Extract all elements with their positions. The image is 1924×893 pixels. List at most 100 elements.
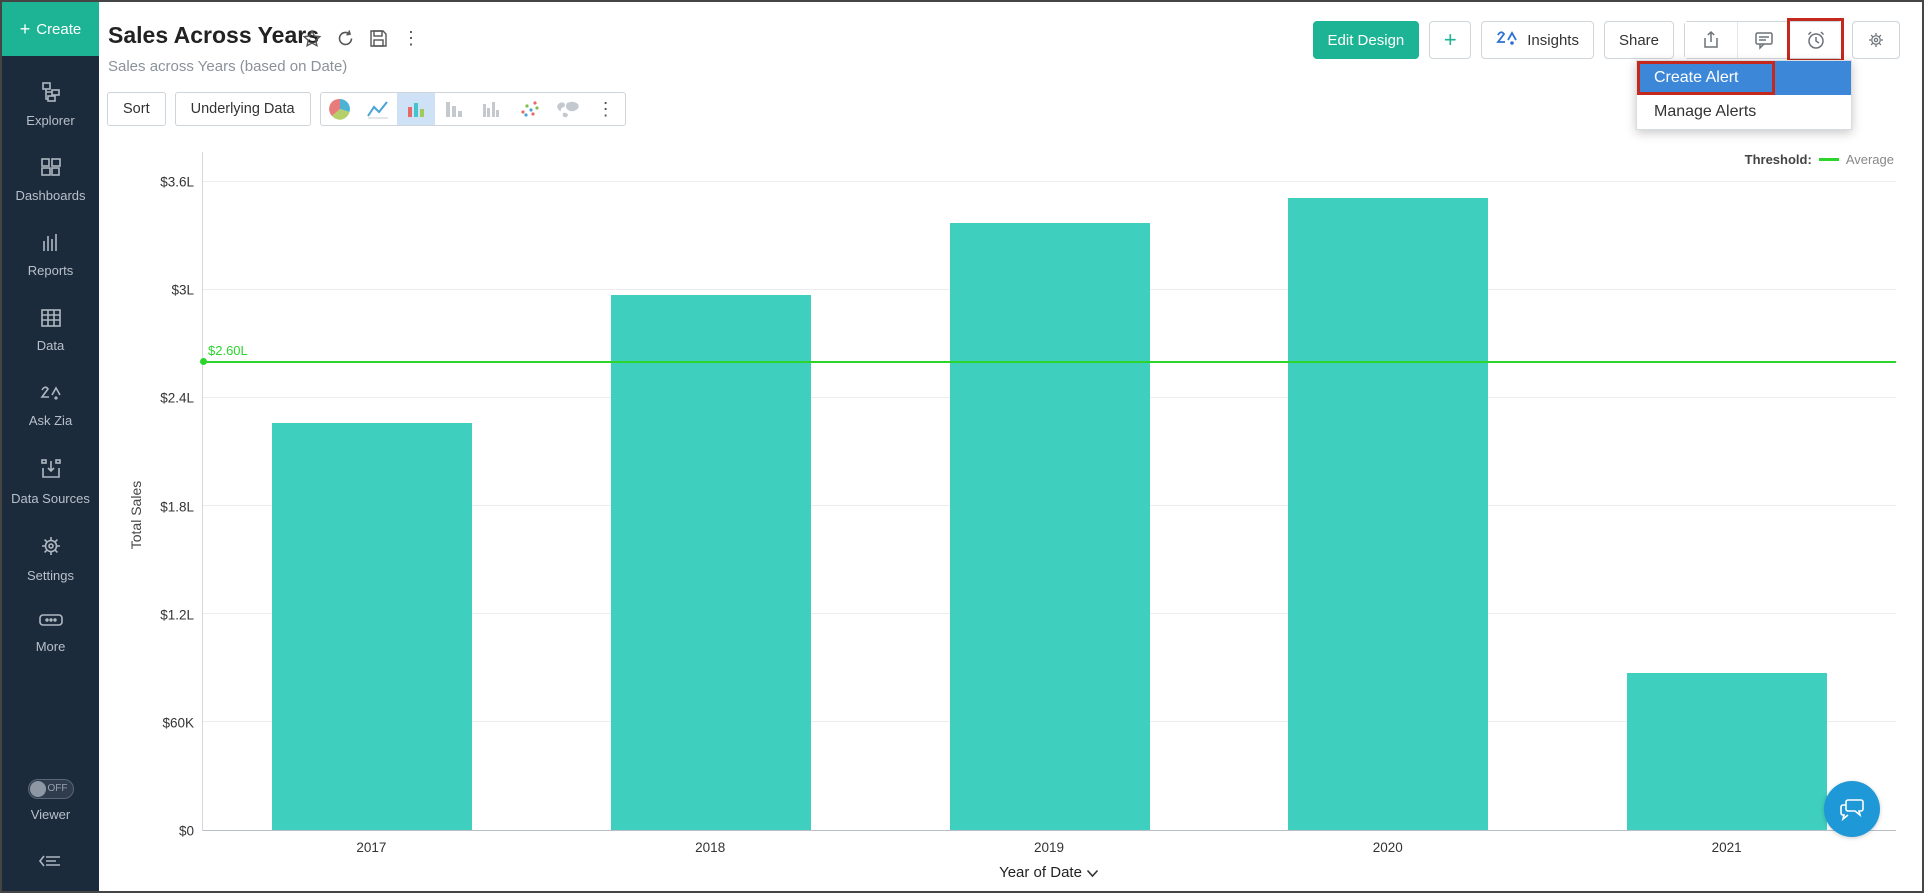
- y-tick-label: $2.4L: [160, 390, 194, 406]
- gear-icon: [40, 535, 62, 561]
- line-chart-icon: [366, 101, 388, 119]
- sidebar-item-reports[interactable]: Reports: [2, 232, 99, 278]
- reports-bars-icon: [40, 232, 62, 256]
- manage-alerts-label: Manage Alerts: [1654, 103, 1757, 120]
- report-tools-group: [1684, 18, 1844, 62]
- y-tick-label: $3.6L: [160, 174, 194, 190]
- sidebar-item-label: Reports: [27, 262, 74, 278]
- gridline: [203, 181, 1896, 182]
- sidebar-item-ask-zia[interactable]: Ask Zia: [2, 383, 99, 429]
- header-actions: Edit Design + Insights Share: [1312, 18, 1900, 62]
- gear-icon: [1869, 33, 1883, 47]
- title-actions: ⋮: [302, 28, 420, 49]
- viewer-toggle[interactable]: OFF: [27, 779, 74, 799]
- sidebar-item-label: Data: [36, 338, 65, 354]
- sidebar-item-label: Dashboards: [15, 187, 86, 203]
- chat-bubbles-icon: [1840, 799, 1864, 822]
- bar-2021[interactable]: [1626, 673, 1827, 830]
- alerts-dropdown: Create Alert Manage Alerts: [1636, 60, 1852, 130]
- sidebar-item-label: Data Sources: [11, 490, 90, 506]
- bar-2019[interactable]: [949, 223, 1150, 830]
- collapse-sidebar-icon[interactable]: [38, 852, 64, 875]
- bar-chart-icon: [407, 103, 424, 117]
- sidebar-item-explorer[interactable]: Explorer: [2, 82, 99, 128]
- sort-button[interactable]: Sort: [107, 92, 166, 126]
- import-icon: [39, 458, 63, 484]
- chevron-down-icon: [1086, 869, 1099, 877]
- sidebar-item-label: Settings: [27, 567, 74, 583]
- create-alert-label: Create Alert: [1654, 69, 1739, 86]
- x-tick-label: 2019: [1033, 840, 1065, 855]
- y-tick-label: $1.2L: [160, 607, 194, 623]
- sidebar-nav: Explorer Dashboards Reports Data Ask Zia…: [2, 56, 99, 655]
- plus-icon: +: [19, 18, 31, 39]
- edit-design-button[interactable]: Edit Design: [1312, 21, 1420, 59]
- more-options-icon[interactable]: ⋮: [402, 28, 420, 48]
- add-button[interactable]: +: [1429, 21, 1472, 59]
- bar-2020[interactable]: [1288, 198, 1489, 830]
- sidebar-item-settings[interactable]: Settings: [2, 535, 99, 583]
- chart-type-pie[interactable]: [321, 93, 359, 125]
- create-button[interactable]: + Create: [2, 2, 99, 56]
- sidebar-item-label: More: [35, 638, 66, 654]
- sidebar-item-data-sources[interactable]: Data Sources: [2, 458, 99, 506]
- x-axis-ticks: 2017 2018 2019 2020 2021: [202, 840, 1896, 860]
- sidebar-item-dashboards[interactable]: Dashboards: [2, 157, 99, 203]
- insights-button[interactable]: Insights: [1481, 21, 1594, 59]
- create-button-label: Create: [36, 20, 82, 38]
- viewer-label: Viewer: [30, 807, 71, 822]
- share-button[interactable]: Share: [1603, 21, 1674, 59]
- threshold-dot: [200, 358, 207, 365]
- chart-type-bar-selected[interactable]: [396, 93, 435, 125]
- chart-type-map[interactable]: [549, 93, 587, 125]
- insights-label: Insights: [1527, 31, 1579, 49]
- sidebar-item-data[interactable]: Data: [2, 308, 99, 354]
- chart-type-group: ⋮: [319, 92, 626, 126]
- chart-type-stacked-bar[interactable]: [435, 93, 473, 125]
- sidebar: + Create Explorer Dashboards Reports Dat…: [2, 2, 99, 891]
- menu-item-manage-alerts[interactable]: Manage Alerts: [1637, 95, 1851, 129]
- x-axis-title[interactable]: Year of Date: [202, 864, 1896, 881]
- menu-item-create-alert[interactable]: Create Alert: [1637, 61, 1851, 95]
- underlying-data-button[interactable]: Underlying Data: [174, 92, 311, 126]
- comments-button[interactable]: [1737, 22, 1789, 58]
- x-tick-label: 2021: [1711, 840, 1742, 855]
- plot-area: $2.60L: [200, 181, 1896, 831]
- bar-2018[interactable]: [610, 295, 811, 830]
- ellipsis-icon: [38, 612, 64, 632]
- report-toolbar: Sort Underlying Data ⋮: [107, 92, 626, 126]
- toggle-knob: [29, 781, 46, 797]
- favorite-star-icon[interactable]: [302, 28, 322, 49]
- export-icon: [1704, 30, 1718, 48]
- y-tick-label: $60K: [162, 715, 194, 731]
- sidebar-item-more[interactable]: More: [2, 612, 99, 654]
- y-axis-ticks: $0 $60K $1.2L $1.8L $2.4L $3L $3.6L: [88, 175, 194, 839]
- threshold-value-label: $2.60L: [208, 343, 248, 358]
- alarm-clock-icon: [1807, 31, 1824, 49]
- explorer-tree-icon: [40, 82, 62, 106]
- settings-button[interactable]: [1852, 21, 1900, 59]
- sidebar-item-label: Ask Zia: [28, 413, 73, 429]
- export-button[interactable]: [1685, 22, 1737, 58]
- zia-icon: [39, 383, 63, 407]
- x-tick-label: 2017: [356, 840, 387, 855]
- zia-chat-button[interactable]: [1824, 781, 1880, 837]
- stacked-bar-icon: [445, 102, 462, 117]
- x-axis-title-label: Year of Date: [999, 864, 1082, 881]
- chart-type-grouped-bar[interactable]: [473, 93, 511, 125]
- chart-type-more[interactable]: ⋮: [587, 93, 625, 125]
- page-title: Sales Across Years: [108, 22, 319, 48]
- alerts-button[interactable]: [1787, 18, 1844, 62]
- bar-2017[interactable]: [272, 423, 473, 830]
- toggle-state-label: OFF: [47, 783, 68, 794]
- refresh-icon[interactable]: [336, 29, 355, 48]
- world-map-icon: [556, 101, 579, 118]
- chart-type-line[interactable]: [359, 93, 397, 125]
- grouped-bar-icon: [482, 102, 499, 117]
- save-icon[interactable]: [369, 29, 388, 48]
- zia-insights-icon: [1496, 29, 1520, 51]
- legend-line-swatch: [1818, 158, 1839, 161]
- dashboards-grid-icon: [40, 157, 62, 181]
- chart-type-scatter[interactable]: [511, 93, 549, 125]
